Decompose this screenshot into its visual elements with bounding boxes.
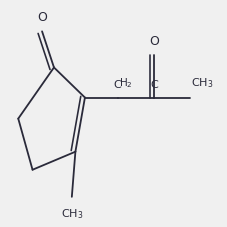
Text: H$_2$: H$_2$ [118, 76, 132, 90]
Text: CH$_3$: CH$_3$ [61, 207, 83, 221]
Text: C: C [113, 80, 121, 90]
Text: O: O [149, 35, 159, 48]
Text: C: C [150, 80, 158, 90]
Text: O: O [37, 11, 47, 24]
Text: CH$_3$: CH$_3$ [191, 76, 213, 90]
